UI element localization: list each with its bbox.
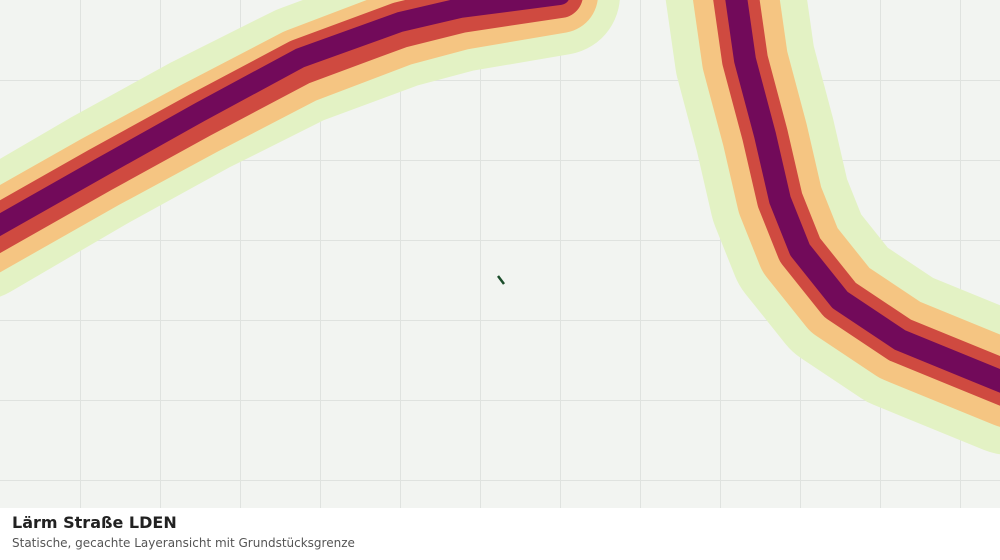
map-view	[0, 0, 1000, 508]
road-east	[665, 0, 1000, 454]
map-subtitle: Statische, gecachte Layeransicht mit Gru…	[12, 536, 355, 550]
map-title: Lärm Straße LDEN	[12, 513, 177, 532]
road-west	[0, 0, 620, 297]
parcel-boundary	[497, 275, 505, 285]
noise-bands	[0, 0, 1000, 454]
